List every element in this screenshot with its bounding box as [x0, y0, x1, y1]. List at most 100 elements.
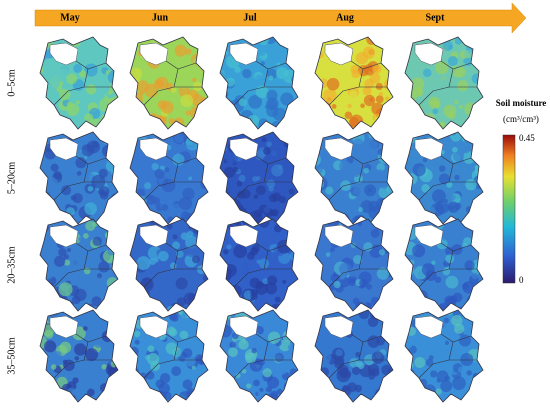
map-texture [66, 73, 78, 85]
map-texture [199, 122, 208, 129]
map-texture [432, 108, 439, 115]
map-texture [75, 100, 81, 105]
map-texture [282, 219, 294, 230]
map-texture [315, 314, 317, 321]
map-texture [43, 105, 57, 120]
map-texture [40, 94, 46, 107]
map-texture [110, 132, 118, 143]
map-texture [407, 67, 416, 76]
map-texture [440, 380, 453, 393]
map-texture [367, 187, 373, 193]
map-texture [220, 37, 223, 41]
map-texture [389, 209, 393, 215]
map-texture [40, 377, 46, 382]
map-texture [421, 391, 430, 401]
map-texture [405, 172, 412, 186]
map-texture [405, 219, 412, 228]
map-texture [281, 47, 289, 56]
map-texture [367, 316, 379, 328]
map-texture [259, 387, 264, 393]
map-texture [238, 174, 246, 182]
lake [49, 137, 79, 161]
map-texture [76, 171, 82, 176]
map-texture [318, 100, 332, 114]
map-texture [257, 391, 263, 397]
map-texture [382, 200, 388, 206]
map-texture [315, 197, 322, 211]
map-texture [255, 185, 266, 196]
map-texture [276, 388, 283, 395]
map-texture [130, 265, 135, 278]
map-texture [137, 297, 150, 310]
map-texture [405, 264, 412, 273]
map-texture [353, 184, 365, 196]
map-texture [333, 280, 341, 289]
map-texture [367, 303, 372, 308]
map-texture [242, 68, 252, 79]
map-texture [188, 212, 200, 224]
map-texture [463, 221, 468, 226]
map-texture [340, 180, 351, 191]
map-texture [270, 121, 284, 129]
map-texture [315, 294, 319, 305]
map-texture [315, 222, 320, 227]
map-fill [405, 310, 483, 402]
colorbar-title: Soil moisture [496, 98, 547, 108]
map-texture [405, 144, 409, 155]
map-texture [41, 391, 46, 396]
map-texture [220, 113, 222, 121]
map-texture [458, 104, 463, 109]
map-texture [359, 278, 369, 288]
map-texture [471, 73, 482, 84]
map-texture [226, 115, 235, 125]
district-boundary [143, 60, 202, 106]
map-texture [154, 304, 162, 311]
map-texture [353, 254, 363, 265]
map-texture [330, 273, 340, 283]
map-outline [404, 131, 484, 225]
map-texture [221, 394, 231, 402]
map-texture [325, 252, 331, 257]
map-texture [405, 162, 413, 175]
map-texture [220, 37, 229, 49]
map-texture [475, 310, 483, 320]
map-texture [147, 353, 160, 366]
map-texture [453, 150, 465, 163]
map-texture [291, 303, 298, 311]
map-outline [219, 218, 299, 312]
map-texture [241, 260, 252, 271]
map-texture [201, 164, 208, 173]
map-texture [59, 62, 72, 76]
map-texture [451, 262, 458, 269]
map-texture [368, 369, 375, 376]
map-texture [202, 274, 208, 283]
map-texture [45, 285, 54, 294]
map-texture [443, 317, 450, 324]
map-texture [375, 95, 384, 104]
map-texture [411, 77, 425, 91]
map-texture [385, 231, 393, 245]
map-texture [405, 268, 413, 279]
map-texture [428, 301, 436, 309]
map-texture [97, 188, 105, 195]
map-texture [130, 87, 137, 98]
map-texture [253, 379, 260, 387]
map-outline [39, 218, 119, 312]
lake [324, 315, 354, 339]
map-outline [39, 36, 119, 130]
map-texture [443, 104, 457, 118]
map-texture [474, 317, 483, 329]
map-texture [283, 117, 295, 128]
lake [229, 224, 259, 248]
map-texture [280, 92, 294, 106]
map-texture [347, 103, 352, 109]
lake [139, 315, 169, 339]
map-texture [344, 111, 353, 119]
map-texture [136, 80, 149, 93]
map-texture [452, 146, 458, 153]
map-texture [104, 114, 117, 127]
map-texture [161, 204, 169, 211]
map-texture [161, 101, 174, 114]
map-texture [466, 242, 479, 255]
lake [229, 42, 259, 66]
